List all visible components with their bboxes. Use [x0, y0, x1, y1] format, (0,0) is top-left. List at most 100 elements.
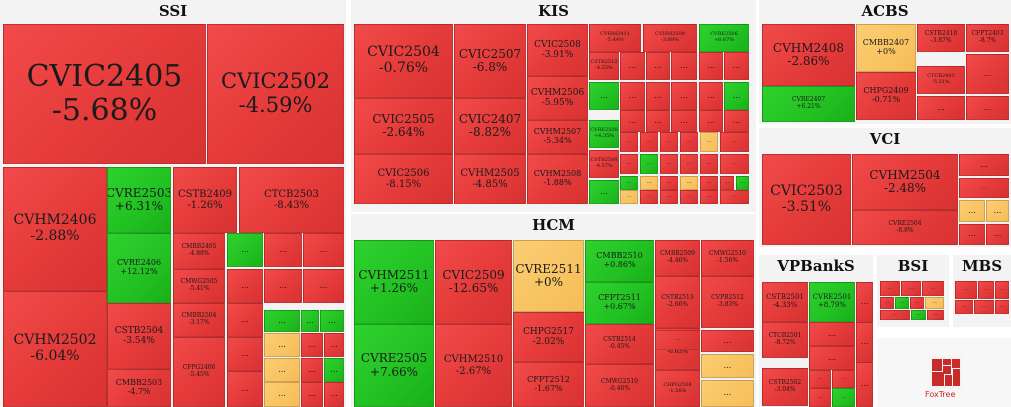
- tile-more[interactable]: ...: [227, 269, 263, 303]
- tile-more[interactable]: ...: [671, 82, 697, 110]
- tile-more[interactable]: ...: [966, 54, 1009, 94]
- tile-more[interactable]: ...: [699, 110, 723, 132]
- tile-cstb2502[interactable]: CSTB2502 -3.04%: [762, 368, 808, 406]
- tile-more[interactable]: ...: [646, 82, 670, 110]
- tile-cvre2503[interactable]: CVRE2503 +6.31%: [107, 167, 171, 233]
- tile-cvre2508[interactable]: CVRE2508 +4.35%: [589, 120, 619, 148]
- tile-cvic2505[interactable]: CVIC2505 -2.64%: [354, 98, 453, 154]
- tile-cvhm2408[interactable]: CVHM2408 -2.86%: [762, 24, 855, 86]
- tile-cvre2504[interactable]: CVRE2504 -8.8%: [852, 210, 958, 245]
- tile-more[interactable]: ...: [699, 52, 723, 80]
- tile-more[interactable]: ...: [303, 269, 344, 303]
- tile-more[interactable]: ...: [264, 310, 300, 332]
- tile-cvhm2411[interactable]: CVHM2411 -5.44%: [589, 24, 641, 52]
- tile-more[interactable]: ...: [701, 330, 754, 352]
- tile-more[interactable]: ...: [724, 110, 749, 132]
- tile-more[interactable]: ...: [720, 190, 749, 204]
- tile-more[interactable]: ...: [700, 154, 718, 174]
- tile-more[interactable]: ...: [264, 358, 300, 382]
- tile-cvhm2510[interactable]: CVHM2510 -2.67%: [435, 324, 512, 407]
- tile-chpg2517[interactable]: CHPG2517 -2.02%: [513, 312, 584, 362]
- tile-more[interactable]: ...: [301, 333, 323, 357]
- tile-more[interactable]: ...: [227, 303, 263, 337]
- tile-cvhm2506[interactable]: CVHM2506 -5.95%: [527, 76, 588, 120]
- tile-more[interactable]: ...: [303, 233, 344, 267]
- tile-cmbb2407[interactable]: CMBB2407 +0%: [856, 24, 916, 72]
- tile-more[interactable]: ...: [301, 310, 319, 332]
- tile-more[interactable]: ...: [809, 370, 831, 388]
- tile-more[interactable]: ...: [620, 110, 645, 132]
- tile-cstb2504[interactable]: CSTB2504 -3.54%: [107, 303, 171, 369]
- tile-more[interactable]: ...: [320, 310, 344, 332]
- tile-more[interactable]: ...: [955, 281, 977, 299]
- tile-more[interactable]: ...: [880, 310, 910, 320]
- tile-more[interactable]: ...: [589, 180, 619, 204]
- tile-more[interactable]: ...: [660, 154, 678, 174]
- tile-more[interactable]: ...: [680, 132, 698, 152]
- tile-more[interactable]: ...: [809, 388, 831, 407]
- tile-more[interactable]: ...: [620, 190, 638, 204]
- tile-more[interactable]: ...: [927, 310, 944, 320]
- tile-cmwg2510[interactable]: CMWG2510 -1.56%: [701, 240, 754, 276]
- tile-more[interactable]: ...: [911, 310, 926, 320]
- tile-more[interactable]: ...: [856, 282, 873, 322]
- tile-more[interactable]: ...: [880, 281, 900, 296]
- tile-more[interactable]: ...: [720, 176, 734, 190]
- tile-more[interactable]: ...: [227, 371, 263, 407]
- tile-cvic2503[interactable]: CVIC2503 -3.51%: [762, 154, 851, 245]
- tile-more[interactable]: ...: [660, 176, 678, 190]
- tile-more[interactable]: ...: [324, 333, 344, 357]
- tile-cmbb2504[interactable]: CMBB2504 -3.17%: [173, 303, 225, 337]
- tile-more[interactable]: ...: [620, 154, 638, 174]
- tile-cvhm2511[interactable]: CVHM2511 +1.26%: [354, 240, 434, 324]
- tile-more[interactable]: ...: [910, 297, 924, 309]
- tile-more[interactable]: ...: [809, 346, 855, 370]
- tile-cstb2513[interactable]: CSTB2513 -2.66%: [655, 276, 700, 328]
- tile-cvpb2512[interactable]: CVPB2512 -3.83%: [701, 276, 754, 328]
- tile-more[interactable]: ...: [959, 154, 1009, 176]
- tile-more[interactable]: ...: [901, 281, 921, 296]
- tile-more[interactable]: ...: [301, 358, 323, 382]
- tile-more[interactable]: ...: [986, 200, 1009, 222]
- tile-cvic2502[interactable]: CVIC2502 -4.59%: [207, 24, 344, 164]
- tile-cmbb2509[interactable]: CMBB2509 -4.46%: [655, 240, 700, 276]
- tile-more[interactable]: ...: [995, 281, 1009, 299]
- tile-more[interactable]: ...: [959, 200, 985, 222]
- tile-cvre2406[interactable]: CVRE2406 +12.12%: [107, 233, 171, 303]
- tile-more[interactable]: ...: [671, 110, 697, 132]
- tile-cstb2514[interactable]: CSTB2514 -0.45%: [585, 324, 654, 364]
- tile-more[interactable]: ...: [227, 233, 263, 267]
- tile-more[interactable]: ...: [660, 190, 678, 204]
- tile-ctcb2501[interactable]: CTCB2501 -8.72%: [762, 322, 808, 358]
- tile-cvre2505[interactable]: CVRE2505 +7.66%: [354, 324, 434, 407]
- tile-cmwg2505[interactable]: CMWG2505 -5.41%: [173, 269, 225, 303]
- tile-cvre2506[interactable]: CVRE2506 +6.67%: [699, 24, 749, 52]
- tile-cvre2511[interactable]: CVRE2511 +0%: [513, 240, 584, 312]
- tile-more[interactable]: ...: [680, 154, 698, 174]
- tile-more[interactable]: ...: [959, 224, 985, 245]
- tile-cfpg2406[interactable]: CFPG2406 -5.45%: [173, 337, 225, 407]
- tile-more[interactable]: ...: [724, 82, 749, 110]
- tile-cvre2501[interactable]: CVRE2501 +8.79%: [809, 282, 855, 322]
- tile-cmbb2503[interactable]: CMBB2503 -4.7%: [107, 369, 171, 407]
- tile-cmbb2405[interactable]: CMBB2405 -4.88%: [173, 233, 225, 269]
- tile-cstb2512[interactable]: CSTB2512 -4.55%: [589, 52, 619, 80]
- tile-more[interactable]: ...: [699, 82, 723, 110]
- tile-ctcb2503[interactable]: CTCB2503 -8.43%: [239, 167, 344, 233]
- tile-more[interactable]: ...: [966, 96, 1009, 120]
- tile-cvic2407[interactable]: CVIC2407 -8.82%: [454, 98, 526, 154]
- tile-more[interactable]: ...: [701, 354, 754, 378]
- tile-more[interactable]: ...: [986, 224, 1009, 245]
- tile-more[interactable]: ...: [700, 190, 718, 204]
- tile-more[interactable]: ...: [922, 281, 944, 296]
- tile-more[interactable]: ...: [880, 297, 894, 309]
- tile-ctcb2403[interactable]: CTCB2403 -5.51%: [917, 66, 965, 94]
- tile-more[interactable]: ...: [640, 154, 658, 174]
- tile-cvhm2504[interactable]: CVHM2504 -2.48%: [852, 154, 958, 210]
- tile-more[interactable]: ...: [640, 176, 658, 190]
- tile-more[interactable]: ...: [646, 110, 670, 132]
- tile-more[interactable]: ...: [832, 370, 855, 388]
- tile-more[interactable]: ...: [832, 388, 855, 407]
- tile-more[interactable]: ...: [264, 269, 302, 303]
- tile-more[interactable]: ...: [301, 382, 323, 407]
